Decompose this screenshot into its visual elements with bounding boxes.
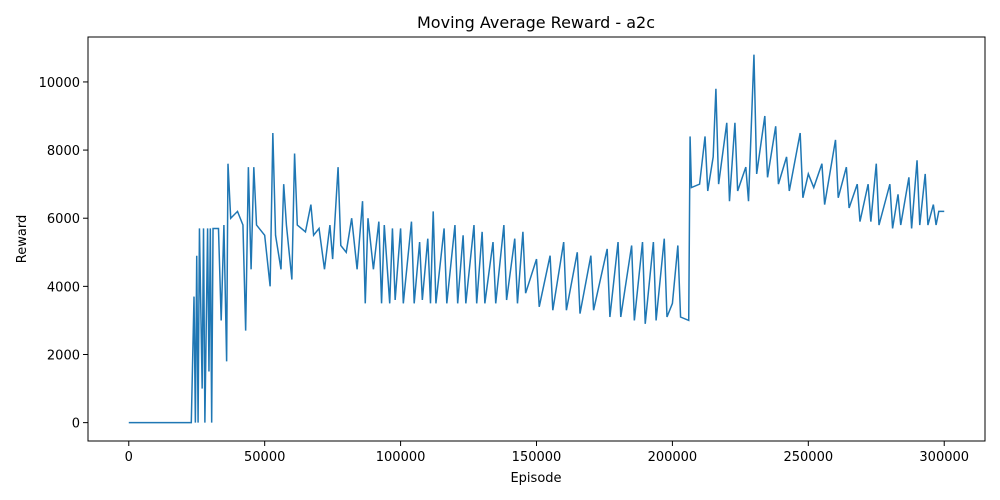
y-tick-label: 10000 (39, 76, 80, 91)
x-tick-label: 100000 (376, 450, 426, 465)
y-tick-label: 0 (72, 417, 80, 432)
y-tick-label: 8000 (47, 144, 80, 159)
y-axis-label: Reward (15, 215, 30, 263)
line-series (128, 54, 945, 424)
x-tick-label: 300000 (919, 450, 969, 465)
y-tick-label: 6000 (47, 212, 80, 227)
plot-frame (87, 36, 986, 442)
y-tick-label: 2000 (47, 348, 80, 363)
x-axis-label: Episode (510, 471, 561, 486)
x-tick-label: 150000 (512, 450, 562, 465)
x-tick-label: 0 (125, 450, 133, 465)
chart-title: Moving Average Reward - a2c (417, 13, 655, 32)
x-tick-label: 250000 (783, 450, 833, 465)
x-tick-label: 50000 (244, 450, 285, 465)
x-tick-label: 200000 (648, 450, 698, 465)
y-tick-label: 4000 (47, 280, 80, 295)
